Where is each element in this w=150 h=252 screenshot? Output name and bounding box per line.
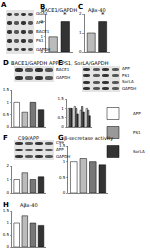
svg-text:0.5: 0.5: [57, 115, 64, 120]
svg-text:2: 2: [79, 11, 82, 16]
svg-text:0: 0: [63, 190, 66, 195]
svg-text:Aβx-40: Aβx-40: [88, 7, 106, 14]
svg-text:PS1: PS1: [133, 130, 141, 135]
svg-text:SorLA: SorLA: [133, 149, 145, 154]
svg-text:1: 1: [63, 159, 66, 164]
svg-text:1.5: 1.5: [57, 96, 64, 101]
svg-text:B: B: [40, 3, 45, 11]
svg-text:*: *: [63, 11, 67, 19]
svg-text:F: F: [3, 134, 8, 142]
svg-text:0: 0: [6, 244, 9, 249]
svg-text:Aβx-40: Aβx-40: [20, 202, 38, 209]
svg-text:1.5: 1.5: [3, 87, 10, 92]
svg-text:2: 2: [6, 163, 9, 168]
svg-text:*: *: [101, 11, 105, 19]
svg-text:APP: APP: [133, 111, 141, 116]
svg-text:1: 1: [79, 30, 82, 35]
svg-text:C: C: [78, 3, 83, 11]
svg-text:0.5: 0.5: [3, 112, 10, 117]
svg-text:β-secretase activity: β-secretase activity: [64, 135, 113, 142]
svg-text:1: 1: [6, 177, 9, 182]
svg-text:0: 0: [6, 124, 9, 129]
svg-text:1: 1: [6, 220, 9, 225]
svg-text:1: 1: [61, 106, 64, 111]
svg-text:E: E: [58, 59, 63, 67]
svg-text:0.5: 0.5: [3, 232, 10, 237]
svg-text:D: D: [3, 59, 9, 67]
svg-text:1.5: 1.5: [3, 208, 10, 213]
svg-text:0: 0: [6, 190, 9, 195]
svg-text:0.5: 0.5: [59, 175, 66, 180]
svg-text:H: H: [3, 201, 9, 209]
svg-text:0: 0: [61, 124, 64, 129]
svg-text:1: 1: [6, 100, 9, 105]
svg-text:0: 0: [79, 49, 82, 54]
